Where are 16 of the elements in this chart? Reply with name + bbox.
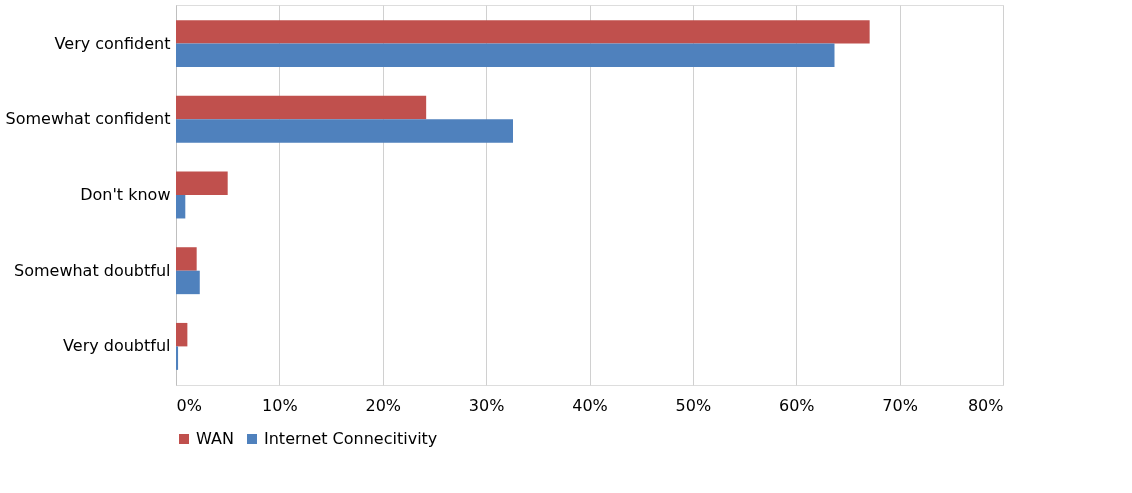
x-tick-label: 10% [262,395,298,415]
x-tick-label: 70% [882,395,918,415]
x-tick-label: 0% [176,395,202,415]
legend-label: Internet Connecitivity [264,429,438,448]
y-tick-label: Very confident [54,33,171,53]
x-tick-label: 60% [778,395,815,415]
x-tick-label: 80% [967,395,1004,415]
x-tick-label: 40% [572,395,608,415]
x-tick-label: 20% [365,395,402,415]
y-tick-label: Very doubtful [63,336,171,356]
x-tick-label: 50% [675,395,712,415]
x-tick-label: 30% [468,395,505,415]
y-tick-label: Don't know [80,185,171,204]
y-tick-label: Somewhat doubtful [14,260,171,280]
y-tick-label: Somewhat confident [5,109,171,129]
legend-label: WAN [196,429,234,448]
